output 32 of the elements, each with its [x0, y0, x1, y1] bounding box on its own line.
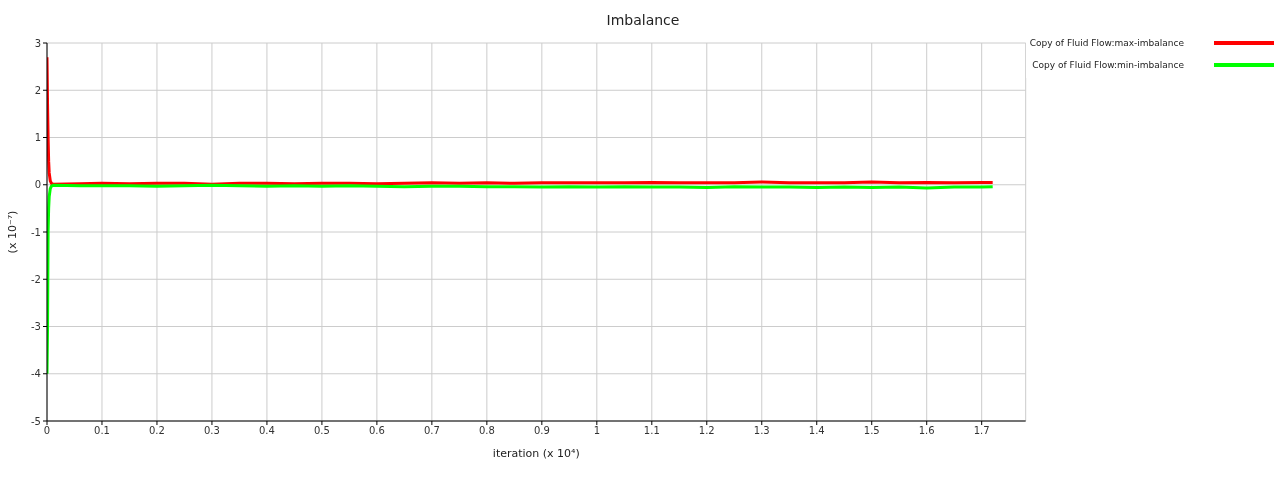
y-tick-label: -5: [31, 415, 41, 427]
x-tick-label: 0: [43, 425, 51, 437]
y-tick-label: 2: [34, 84, 41, 96]
text: Copy of Fluid Flow:max-imbalance: [1029, 38, 1184, 48]
y-tick-label: -3: [31, 321, 41, 333]
x-tick-label: 0.3: [203, 425, 220, 437]
x-tick-label: 1.1: [643, 425, 660, 437]
x-tick-label: 0.5: [313, 425, 330, 437]
x-tick-label: 1.7: [973, 425, 990, 437]
chart-title: Imbalance: [605, 12, 681, 28]
y-tick-label: 3: [34, 37, 41, 49]
x-tick-label: 1.5: [863, 425, 880, 437]
y-axis-title: (x 10⁻⁷): [5, 210, 19, 254]
y-tick-label: -2: [31, 273, 41, 285]
x-tick-label: 0.4: [258, 425, 275, 437]
x-tick-label: 0.1: [94, 425, 110, 437]
x-tick-label: 0.9: [533, 425, 550, 437]
text: Copy of Fluid Flow:min-imbalance: [1032, 60, 1184, 70]
x-tick-label: 0.7: [423, 425, 440, 437]
y-tick-label: 0: [34, 179, 41, 191]
x-tick-label: 1: [593, 425, 600, 437]
x-axis-title: iteration (x 10⁴): [492, 447, 580, 460]
x-tick-label: 0.6: [368, 425, 385, 437]
x-tick-label: 0.2: [149, 425, 165, 437]
y-tick-label: -1: [31, 226, 41, 238]
x-tick-label: 0.8: [478, 425, 495, 437]
y-tick-label: 1: [34, 132, 41, 144]
x-tick-label: 1.4: [808, 425, 825, 437]
x-tick-label: 1.2: [698, 425, 715, 437]
y-tick-label: -4: [31, 368, 41, 380]
x-tick-label: 1.6: [918, 425, 935, 437]
x-tick-label: 1.3: [753, 425, 770, 437]
